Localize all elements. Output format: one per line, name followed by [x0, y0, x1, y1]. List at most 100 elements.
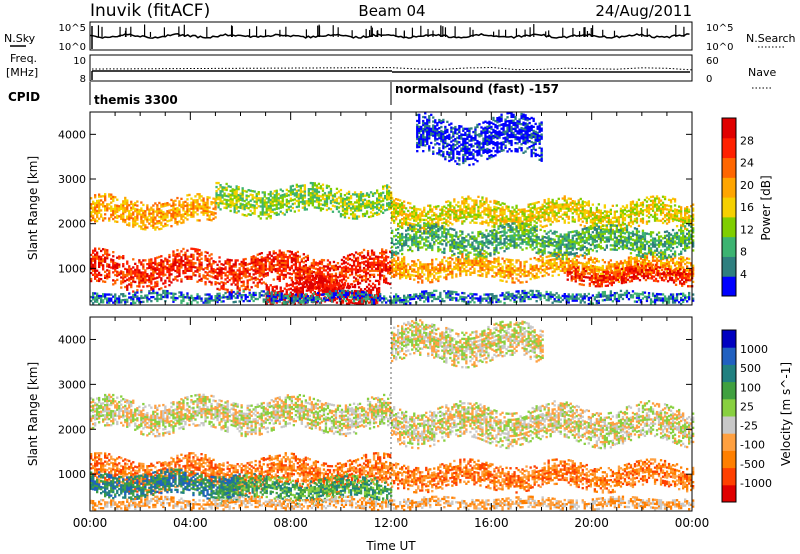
heatmap-cell [485, 258, 487, 260]
heatmap-cell [144, 212, 146, 214]
heatmap-cell [384, 195, 386, 197]
heatmap-cell [104, 205, 106, 207]
heatmap-cell [196, 213, 198, 215]
heatmap-cell [120, 218, 122, 220]
heatmap-cell [407, 275, 409, 277]
heatmap-cell [146, 204, 148, 206]
heatmap-cell [296, 206, 298, 208]
heatmap-cell [294, 188, 296, 190]
heatmap-cell [453, 198, 455, 200]
heatmap-cell [635, 269, 637, 271]
heatmap-cell [365, 268, 367, 270]
heatmap-cell [632, 257, 634, 259]
heatmap-cell [415, 208, 417, 210]
heatmap-cell [198, 197, 200, 199]
heatmap-cell [128, 212, 130, 214]
heatmap-cell [130, 270, 132, 272]
heatmap-cell [585, 276, 587, 278]
heatmap-cell [310, 192, 312, 194]
heatmap-cell [164, 266, 166, 268]
heatmap-cell [285, 268, 287, 270]
heatmap-cell [507, 220, 509, 222]
heatmap-cell [368, 194, 370, 196]
heatmap-cell [591, 269, 593, 271]
heatmap-cell [259, 259, 261, 261]
heatmap-cell [457, 205, 459, 207]
heatmap-cell [310, 198, 312, 200]
heatmap-cell [254, 205, 256, 207]
heatmap-cell [264, 205, 266, 207]
heatmap-cell [538, 260, 540, 262]
heatmap-cell [289, 277, 291, 279]
heatmap-cell [358, 193, 360, 195]
heatmap-cell [449, 222, 451, 224]
heatmap-cell [124, 203, 126, 205]
heatmap-cell [597, 277, 599, 279]
heatmap-cell [380, 196, 382, 198]
heatmap-cell [152, 213, 154, 215]
heatmap-cell [395, 198, 397, 200]
heatmap-cell [351, 269, 353, 271]
heatmap-cell [676, 261, 678, 263]
heatmap-cell [370, 201, 372, 203]
heatmap-cell [473, 218, 475, 220]
heatmap-cell [511, 269, 513, 271]
heatmap-cell [317, 270, 319, 272]
heatmap-cell [212, 198, 214, 200]
heatmap-cell [247, 279, 249, 281]
heatmap-cell [445, 268, 447, 270]
heatmap-cell [122, 281, 124, 283]
heatmap-cell [397, 205, 399, 207]
heatmap-cell [469, 211, 471, 213]
heatmap-cell [365, 281, 367, 283]
heatmap-cell [310, 275, 312, 277]
heatmap-cell [573, 270, 575, 272]
heatmap-cell [441, 261, 443, 263]
heatmap-cell [292, 189, 294, 191]
heatmap-cell [259, 263, 261, 265]
heatmap-cell [552, 259, 554, 261]
heatmap-cell [98, 210, 100, 212]
heatmap-cell [485, 209, 487, 211]
heatmap-cell [264, 193, 266, 195]
heatmap-cell [399, 213, 401, 215]
heatmap-cell [588, 262, 590, 264]
heatmap-cell [353, 264, 355, 266]
heatmap-cell [662, 264, 664, 266]
heatmap-cell [172, 262, 174, 264]
heatmap-cell [629, 272, 631, 274]
heatmap-cell [433, 271, 435, 273]
heatmap-cell [288, 202, 290, 204]
heatmap-cell [102, 264, 104, 266]
heatmap-cell [367, 258, 369, 260]
heatmap-cell [491, 219, 493, 221]
heatmap-cell [515, 221, 517, 223]
heatmap-cell [611, 280, 613, 282]
heatmap-cell [261, 264, 263, 266]
heatmap-cell [493, 262, 495, 264]
heatmap-cell [342, 287, 344, 289]
heatmap-cell [227, 275, 229, 277]
heatmap-cell [312, 202, 314, 204]
heatmap-cell [271, 271, 273, 273]
heatmap-cell [158, 208, 160, 210]
heatmap-cell [493, 272, 495, 274]
heatmap-cell [411, 217, 413, 219]
heatmap-cell [304, 186, 306, 188]
heatmap-cell [196, 205, 198, 207]
heatmap-cell [286, 203, 288, 205]
heatmap-cell [296, 194, 298, 196]
heatmap-cell [256, 207, 258, 209]
heatmap-cell [663, 273, 665, 275]
heatmap-cell [445, 221, 447, 223]
heatmap-cell [411, 264, 413, 266]
heatmap-cell [368, 204, 370, 206]
heatmap-cell [295, 268, 297, 270]
heatmap-cell [491, 221, 493, 223]
heatmap-cell [388, 194, 390, 196]
heatmap-cell [467, 214, 469, 216]
heatmap-cell [633, 276, 635, 278]
heatmap-cell [481, 265, 483, 267]
heatmap-cell [601, 285, 603, 287]
heatmap-cell [391, 201, 393, 203]
